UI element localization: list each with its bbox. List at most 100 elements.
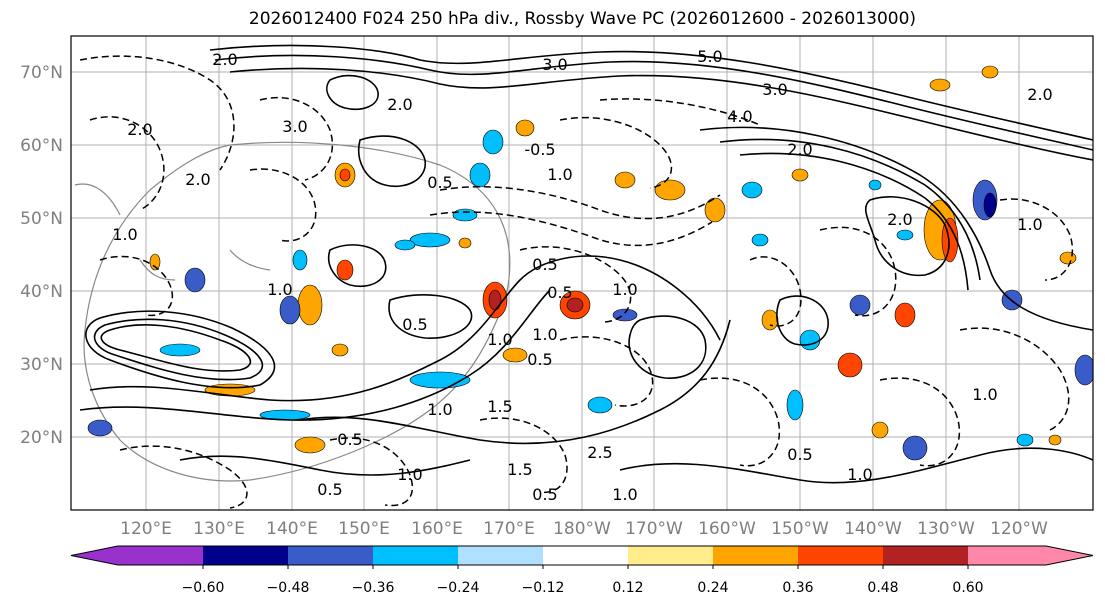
colorbar-segment [713, 546, 798, 565]
divergence-patch [452, 208, 478, 222]
contour-label: -0.5 [524, 140, 555, 159]
divergence-patch [566, 297, 584, 313]
divergence-patch [149, 253, 161, 271]
colorbar-segment [798, 546, 883, 565]
divergence-patch [894, 302, 916, 328]
colorbar-tick-label: −0.12 [522, 580, 565, 596]
divergence-patch [159, 343, 201, 357]
longitude-label: 130°W [917, 519, 975, 539]
contour-label: 2.0 [212, 50, 237, 69]
contour-label: 5.0 [697, 47, 722, 66]
divergence-patch [902, 435, 928, 461]
colorbar-tick-label: −0.48 [267, 580, 310, 596]
divergence-patch [482, 129, 504, 155]
longitude-label: 130°E [193, 519, 245, 539]
divergence-patch [515, 119, 535, 137]
divergence-patch [409, 232, 451, 248]
divergence-patch [837, 352, 863, 378]
longitude-label: 140°E [266, 519, 318, 539]
contour-label: 1.0 [427, 400, 452, 419]
divergence-patch [292, 249, 308, 271]
colorbar-tick-label: −0.60 [182, 580, 225, 596]
longitude-label: 120°W [990, 519, 1048, 539]
divergence-patch [394, 239, 416, 251]
divergence-patch [279, 295, 301, 325]
divergence-patch [297, 284, 323, 326]
contour-label: 2.0 [1027, 85, 1052, 104]
divergence-patch [761, 309, 779, 331]
divergence-patch [751, 233, 769, 247]
divergence-patch [502, 347, 528, 363]
divergence-patch [786, 389, 804, 421]
divergence-patch [741, 181, 763, 199]
contour-label: 1.0 [547, 165, 572, 184]
colorbar-segment [203, 546, 288, 565]
contour-label: 0.5 [402, 315, 427, 334]
contour-label: 1.0 [612, 485, 637, 504]
contour-label: 0.5 [532, 255, 557, 274]
divergence-patch [1016, 433, 1034, 447]
divergence-patch [294, 436, 326, 454]
latitude-label: 60°N [20, 136, 63, 156]
divergence-patch [654, 179, 686, 201]
divergence-patch [488, 289, 502, 311]
longitude-label: 180°W [553, 519, 611, 539]
colorbar-segment [71, 546, 203, 565]
contour-labels: 2.0 3.0 5.0 3.0 4.0 2.0 2.0 3.0 -0.5 1.0 0.5 1.0 2.0… [112, 47, 1052, 504]
longitude-label: 170°W [625, 519, 683, 539]
divergence-patch [981, 65, 999, 79]
divergence-patch [469, 162, 491, 188]
contour-label: 1.0 [267, 280, 292, 299]
contour-label: 3.0 [762, 80, 787, 99]
contour-label: 1.0 [1017, 215, 1042, 234]
divergence-patch [184, 267, 206, 293]
contour-label: 1.0 [847, 465, 872, 484]
latitude-labels: 70°N 60°N 50°N 40°N 30°N 20°N [20, 63, 63, 448]
contour-label: 2.0 [887, 210, 912, 229]
divergence-patch [339, 168, 351, 182]
map-title: 2026012400 F024 250 hPa div., Rossby Wav… [248, 9, 917, 29]
colorbar-segment [883, 546, 968, 565]
longitude-label: 160°E [411, 519, 463, 539]
divergence-patch [458, 237, 472, 249]
contour-label: 0.5 [787, 445, 812, 464]
longitude-labels: 120°E 130°E 140°E 150°E 160°E 170°E 180°W 170°W… [120, 519, 1048, 539]
colorbar-tick-label: −0.24 [437, 580, 480, 596]
colorbar-segment [543, 546, 628, 565]
contour-label: 1.0 [487, 330, 512, 349]
longitude-label: 120°E [120, 519, 172, 539]
contour-label: 2.0 [387, 95, 412, 114]
contour-label: 2.0 [787, 140, 812, 159]
colorbar-segment [288, 546, 373, 565]
contour-label: 1.5 [507, 460, 532, 479]
contour-label: 2.5 [587, 443, 612, 462]
contour-label: 3.0 [282, 117, 307, 136]
contour-label: 0.5 [337, 430, 362, 449]
colorbar-tick-label: 0.48 [867, 580, 898, 596]
divergence-patch [87, 419, 113, 437]
divergence-patch [614, 171, 636, 189]
colorbar-segment [628, 546, 713, 565]
colorbar-segment [458, 546, 543, 565]
longitude-label: 140°W [844, 519, 902, 539]
colorbar-tick-label: 0.24 [697, 580, 728, 596]
longitude-label: 150°W [771, 519, 829, 539]
contour-label: 1.0 [532, 325, 557, 344]
contour-label: 3.0 [542, 55, 567, 74]
contour-label: 4.0 [727, 107, 752, 126]
divergence-patch [868, 179, 882, 191]
colorbar-tick-label: 0.36 [782, 580, 813, 596]
longitude-label: 150°E [338, 519, 390, 539]
divergence-patch [791, 168, 809, 182]
colorbar: −0.60 −0.48 −0.36 −0.24 −0.12 0.12 0.24 0.36 0.4… [70, 545, 1094, 596]
longitude-label: 170°E [483, 519, 535, 539]
contour-label: 1.0 [397, 465, 422, 484]
colorbar-tick-label: 0.12 [612, 580, 643, 596]
contour-label: 2.0 [185, 170, 210, 189]
colorbar-tick-label: −0.36 [352, 580, 395, 596]
contour-label: 0.5 [427, 173, 452, 192]
divergence-patch [799, 329, 821, 351]
colorbar-outline [70, 545, 1094, 566]
map-area[interactable]: 2.0 3.0 5.0 3.0 4.0 2.0 2.0 3.0 -0.5 1.0 0.5 1.0 2.0… [71, 36, 1095, 510]
contour-label: 1.0 [612, 280, 637, 299]
